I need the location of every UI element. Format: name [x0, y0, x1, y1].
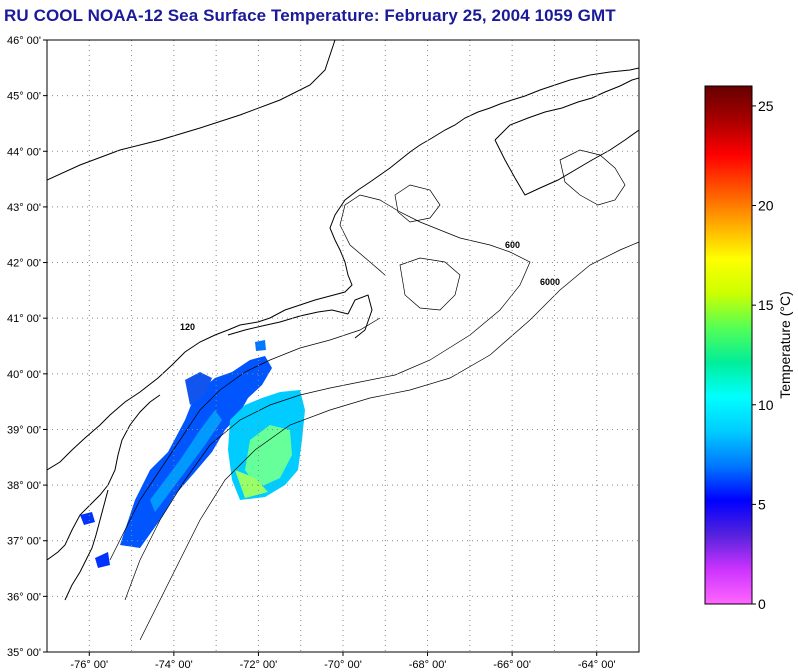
lat-tick-label: 43° 00' — [7, 202, 41, 214]
map-title: RU COOL NOAA-12 Sea Surface Temperature:… — [4, 6, 616, 25]
coastline-ns-south — [494, 129, 639, 196]
coastline-longisland — [227, 309, 349, 336]
sst-patch-small-3 — [255, 340, 266, 351]
lat-tick-label: 41° 00' — [7, 313, 41, 325]
colorbar-scale — [704, 85, 753, 605]
lon-tick-label: -72° 00' — [240, 659, 278, 671]
colorbar: 0 5 10 15 20 25 Temperature (°C) — [704, 85, 793, 612]
coastline-canada-north — [47, 40, 336, 181]
contour-georges — [399, 257, 461, 311]
lat-tick-label: 35° 00' — [7, 647, 41, 659]
lon-tick-label: -74° 00' — [155, 659, 193, 671]
colorbar-title: Temperature (°C) — [777, 291, 793, 399]
sst-patch-shelf-inner — [150, 410, 222, 512]
contour-scotian — [559, 149, 626, 206]
sst-patch-warm-2 — [235, 470, 268, 498]
contour-label-600: 600 — [505, 240, 520, 250]
bathymetry-contours — [109, 149, 639, 641]
colorbar-tick-label: 20 — [758, 198, 774, 214]
coastline-capecod — [347, 294, 373, 339]
colorbar-tick-label: 0 — [758, 596, 766, 612]
contour-label-6000: 6000 — [540, 277, 560, 287]
contour-label-120: 120 — [180, 322, 195, 332]
sst-patch-small-2 — [95, 552, 110, 568]
colorbar-tick-label: 25 — [758, 98, 774, 114]
colorbar-ticks: 0 5 10 15 20 25 — [752, 98, 774, 612]
coastline-layer — [47, 40, 639, 601]
contour-gulf-maine — [394, 184, 441, 223]
contour-600 — [124, 194, 531, 601]
lon-tick-label: -70° 00' — [324, 659, 362, 671]
contour-120 — [109, 317, 381, 561]
coastline-main — [47, 67, 639, 471]
lat-tick-label: 42° 00' — [7, 258, 41, 270]
longitude-axis: -76° 00' -74° 00' -72° 00' -70° 00' -68° 00'… — [70, 652, 616, 671]
lat-tick-label: 44° 00' — [7, 146, 41, 158]
lat-tick-label: 40° 00' — [7, 369, 41, 381]
coastline-chesapeake — [64, 489, 109, 601]
sst-patch-warm-core — [245, 425, 292, 488]
sst-data-layer — [80, 340, 305, 568]
lat-tick-label: 36° 00' — [7, 591, 41, 603]
lat-tick-label: 45° 00' — [7, 91, 41, 103]
lat-tick-label: 37° 00' — [7, 536, 41, 548]
colorbar-tick-label: 5 — [758, 496, 766, 512]
lon-tick-label: -76° 00' — [70, 659, 108, 671]
latitude-axis: 35° 00' 36° 00' 37° 00' 38° 00' 39° 00' 40° 0… — [7, 35, 47, 659]
sst-patch-small-1 — [80, 512, 95, 525]
lon-tick-label: -66° 00' — [493, 659, 531, 671]
contour-6000 — [139, 241, 639, 641]
colorbar-tick-label: 10 — [758, 397, 774, 413]
map-grid — [47, 40, 639, 652]
lon-tick-label: -68° 00' — [409, 659, 447, 671]
lat-tick-label: 46° 00' — [7, 35, 41, 47]
lat-tick-label: 39° 00' — [7, 424, 41, 436]
lon-tick-label: -64° 00' — [578, 659, 616, 671]
colorbar-tick-label: 15 — [758, 297, 774, 313]
coastline-nova-scotia — [494, 77, 639, 141]
map-plot-area — [47, 40, 639, 652]
sst-patch-coast — [185, 372, 212, 405]
lat-tick-label: 38° 00' — [7, 480, 41, 492]
